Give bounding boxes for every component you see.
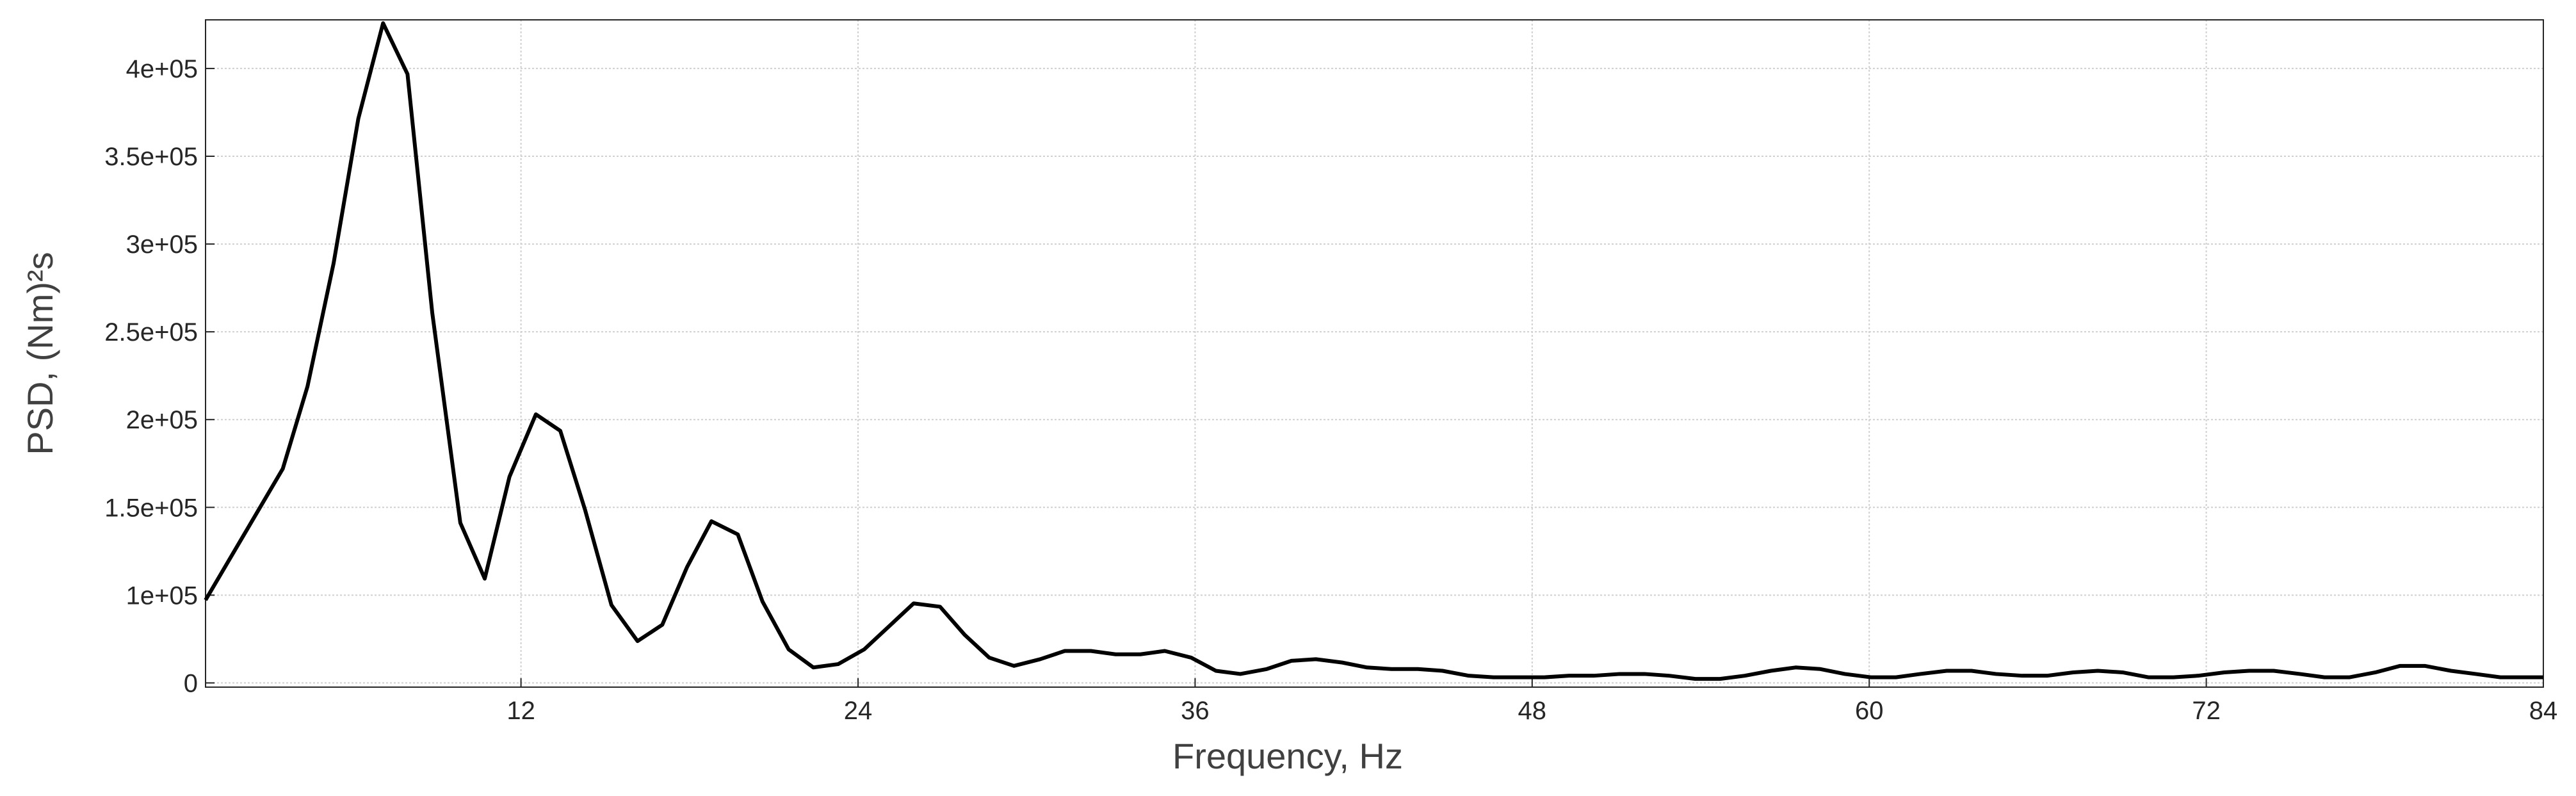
x-tick-label: 72 [2192, 697, 2221, 725]
x-tick-label: 84 [2529, 697, 2558, 725]
y-tick-label: 1.5e+05 [104, 494, 198, 522]
y-tick-label: 4e+05 [126, 55, 198, 83]
plot-area [206, 20, 2543, 687]
x-tick-label: 36 [1181, 697, 1210, 725]
y-tick-label: 3e+05 [126, 231, 198, 259]
y-tick-label: 2.5e+05 [104, 318, 198, 346]
y-tick-label: 1e+05 [126, 581, 198, 610]
plot-frame [205, 19, 2544, 688]
y-tick-label: 2e+05 [126, 406, 198, 434]
x-tick-label: 48 [1518, 697, 1547, 725]
y-tick-label: 0 [184, 669, 198, 697]
data-line [204, 21, 2543, 681]
y-axis-label: PSD, (Nm)²s [20, 252, 60, 455]
x-tick-label: 12 [506, 697, 535, 725]
x-tick-label: 60 [1855, 697, 1884, 725]
x-axis-label: Frequency, Hz [1172, 736, 1403, 776]
y-tick-label: 3.5e+05 [104, 143, 198, 171]
x-tick-label: 24 [844, 697, 873, 725]
